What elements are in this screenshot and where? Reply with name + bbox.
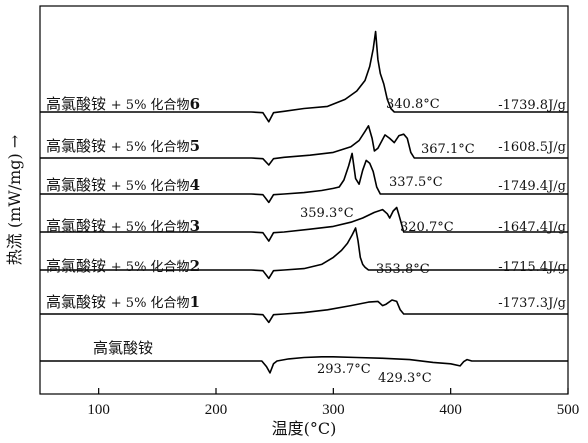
x-axis-ticks: 100 200 300 400 500 [87,388,579,418]
heat-label-1: -1739.8J/g [498,98,566,113]
series-label-1: 高氯酸铵 + 5% 化合物6 [46,95,200,113]
series-line-3 [40,152,568,204]
series-labels: 高氯酸铵 + 5% 化合物6 340.8°C -1739.8J/g 高氯酸铵 + 5%… [46,95,566,386]
x-tick-label-200: 200 [205,402,228,418]
peak-label-5: 320.7°C [400,220,454,235]
peak-label-1: 340.8°C [386,97,440,112]
plot-frame [39,5,569,395]
heat-label-6: -1737.3J/g [498,296,566,311]
heat-label-4: -1647.4J/g [498,220,566,235]
series-line-4 [40,206,568,242]
end-label-7: 429.3°C [378,371,432,386]
peak-label-7: 293.7°C [317,362,371,377]
series-label-5: 高氯酸铵 + 5% 化合物2 [46,257,200,275]
series-label-3: 高氯酸铵 + 5% 化合物4 [46,176,200,194]
peak-label-2: 367.1°C [421,142,475,157]
x-tick-label-300: 300 [322,402,345,418]
x-tick-label-400: 400 [439,402,462,418]
x-tick-label-500: 500 [557,402,580,418]
series-label-4: 高氯酸铵 + 5% 化合物3 [46,217,200,235]
curves [40,30,568,374]
series-label-6: 高氯酸铵 + 5% 化合物1 [46,293,200,311]
series-line-6 [40,299,568,324]
series-line-1 [40,30,568,123]
peak-label-6: 353.8°C [376,262,430,277]
series-line-2 [40,125,568,166]
heat-label-3: -1749.4J/g [498,179,566,194]
series-label-2: 高氯酸铵 + 5% 化合物5 [46,137,200,155]
series-line-7 [40,356,568,374]
series-line-5 [40,227,568,280]
peak-label-3: 337.5°C [389,175,443,190]
heat-label-5: -1715.4J/g [498,260,566,275]
series-label-7: 高氯酸铵 [93,339,153,357]
x-tick-label-100: 100 [87,402,110,418]
x-axis-label: 温度(°C) [272,419,337,438]
peak-label-4: 359.3°C [300,206,354,221]
heat-label-2: -1608.5J/g [498,140,566,155]
y-axis-label: 热流 (mW/mg) → [5,135,24,266]
